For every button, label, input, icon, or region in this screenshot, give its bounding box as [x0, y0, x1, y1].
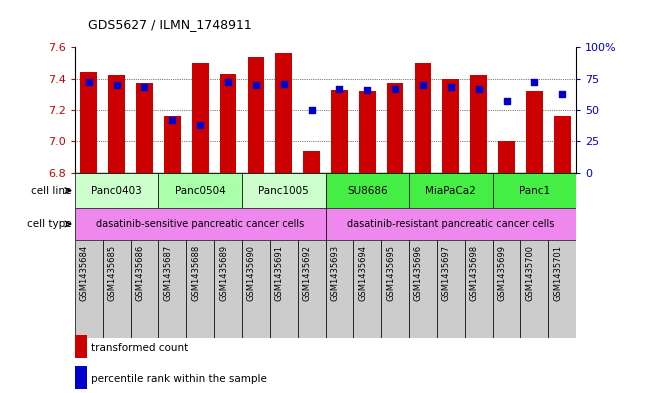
Bar — [326, 208, 576, 240]
Point — [473, 86, 484, 92]
Point — [167, 117, 178, 123]
Text: GSM1435699: GSM1435699 — [497, 244, 506, 301]
Text: GSM1435696: GSM1435696 — [414, 244, 423, 301]
Bar — [326, 240, 353, 338]
Point — [445, 84, 456, 90]
Text: GSM1435693: GSM1435693 — [331, 244, 339, 301]
Point — [111, 82, 122, 88]
Bar — [75, 366, 87, 389]
Bar — [242, 173, 326, 208]
Bar — [103, 240, 131, 338]
Bar — [409, 173, 493, 208]
Text: GSM1435692: GSM1435692 — [303, 244, 312, 301]
Text: GSM1435690: GSM1435690 — [247, 244, 256, 301]
Bar — [219, 74, 236, 173]
Text: SU8686: SU8686 — [347, 185, 387, 196]
Bar — [75, 208, 326, 240]
Bar — [186, 240, 214, 338]
Bar — [465, 240, 493, 338]
Text: transformed count: transformed count — [91, 343, 188, 353]
Bar — [387, 83, 404, 173]
Point — [279, 81, 289, 87]
Text: dasatinib-resistant pancreatic cancer cells: dasatinib-resistant pancreatic cancer ce… — [347, 219, 555, 229]
Bar — [192, 63, 208, 173]
Bar — [548, 240, 576, 338]
Text: Panc1: Panc1 — [519, 185, 550, 196]
Bar — [275, 53, 292, 173]
Text: GSM1435685: GSM1435685 — [107, 244, 117, 301]
Bar — [303, 151, 320, 173]
Point — [223, 79, 233, 86]
Bar — [81, 72, 97, 173]
Bar — [247, 57, 264, 173]
Bar — [470, 75, 487, 173]
Bar — [270, 240, 298, 338]
Bar — [326, 173, 409, 208]
Text: dasatinib-sensitive pancreatic cancer cells: dasatinib-sensitive pancreatic cancer ce… — [96, 219, 304, 229]
Bar — [437, 240, 465, 338]
Text: GSM1435697: GSM1435697 — [442, 244, 450, 301]
Text: GSM1435689: GSM1435689 — [219, 244, 228, 301]
Point — [307, 107, 317, 113]
Text: GSM1435691: GSM1435691 — [275, 244, 284, 301]
Text: cell type: cell type — [27, 219, 72, 229]
Text: Panc0403: Panc0403 — [91, 185, 142, 196]
Text: percentile rank within the sample: percentile rank within the sample — [91, 374, 267, 384]
Point — [334, 86, 344, 92]
Point — [362, 87, 372, 93]
Bar — [520, 240, 548, 338]
Bar — [409, 240, 437, 338]
Bar — [498, 141, 515, 173]
Text: cell line: cell line — [31, 185, 72, 196]
Bar — [493, 173, 576, 208]
Bar — [75, 173, 158, 208]
Bar — [526, 91, 543, 173]
Bar — [493, 240, 520, 338]
Text: Panc0504: Panc0504 — [175, 185, 225, 196]
Text: GSM1435688: GSM1435688 — [191, 244, 201, 301]
Bar — [359, 91, 376, 173]
Text: GSM1435684: GSM1435684 — [80, 244, 89, 301]
Text: MiaPaCa2: MiaPaCa2 — [426, 185, 476, 196]
Bar — [131, 240, 158, 338]
Bar — [158, 173, 242, 208]
Bar — [75, 240, 103, 338]
Bar — [164, 116, 181, 173]
Bar — [75, 335, 87, 358]
Text: GSM1435698: GSM1435698 — [469, 244, 478, 301]
Bar — [158, 240, 186, 338]
Text: GSM1435700: GSM1435700 — [525, 244, 534, 301]
Bar — [242, 240, 270, 338]
Point — [195, 122, 206, 128]
Point — [390, 86, 400, 92]
Point — [501, 98, 512, 105]
Point — [418, 82, 428, 88]
Text: GSM1435701: GSM1435701 — [553, 244, 562, 301]
Bar — [443, 79, 459, 173]
Bar — [331, 90, 348, 173]
Bar — [415, 63, 432, 173]
Text: GSM1435686: GSM1435686 — [135, 244, 145, 301]
Text: Panc1005: Panc1005 — [258, 185, 309, 196]
Point — [139, 84, 150, 90]
Bar — [554, 116, 570, 173]
Point — [83, 79, 94, 86]
Bar — [108, 75, 125, 173]
Text: GSM1435695: GSM1435695 — [386, 244, 395, 301]
Bar — [214, 240, 242, 338]
Point — [251, 82, 261, 88]
Text: GSM1435694: GSM1435694 — [358, 244, 367, 301]
Bar — [381, 240, 409, 338]
Bar — [298, 240, 326, 338]
Point — [529, 79, 540, 86]
Text: GSM1435687: GSM1435687 — [163, 244, 173, 301]
Bar — [136, 83, 153, 173]
Point — [557, 90, 568, 97]
Bar — [353, 240, 381, 338]
Text: GDS5627 / ILMN_1748911: GDS5627 / ILMN_1748911 — [88, 18, 252, 31]
